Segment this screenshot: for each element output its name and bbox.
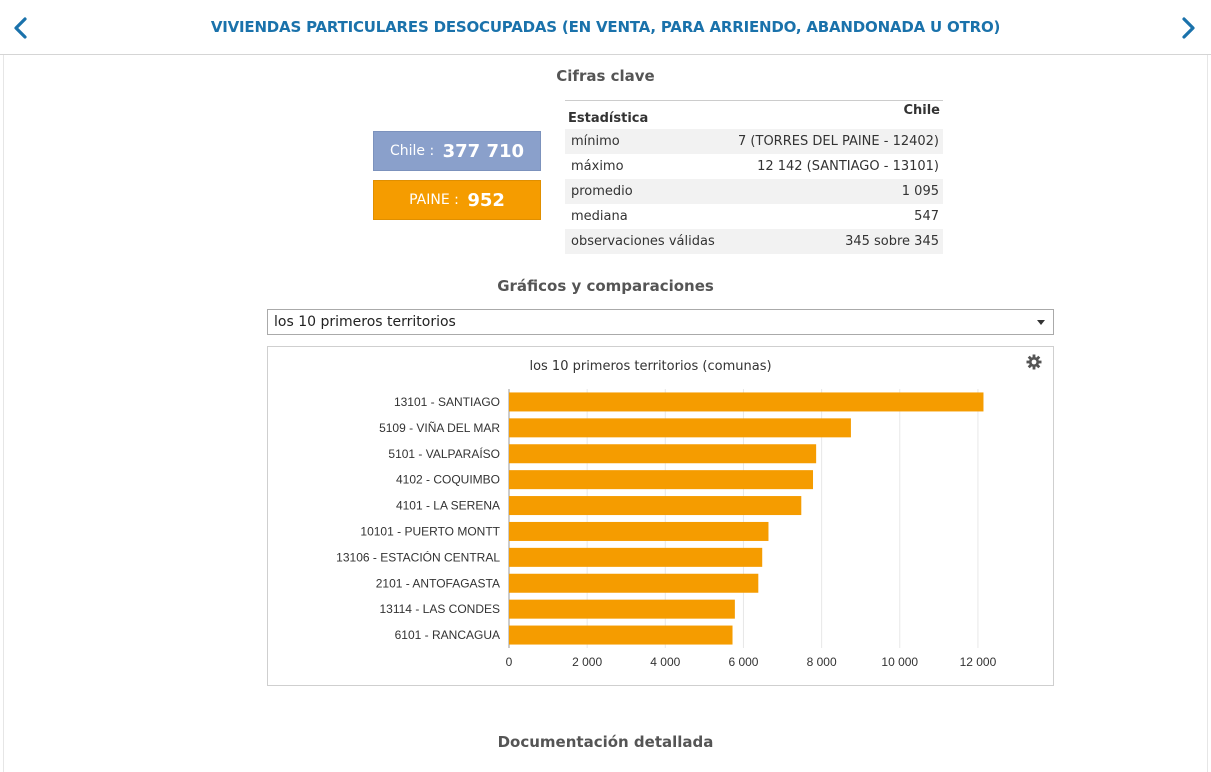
- category-label: 4102 - COQUIMBO: [396, 473, 500, 487]
- stats-value: 7 (TORRES DEL PAINE - 12402): [725, 129, 943, 154]
- territory-select-value: los 10 primeros territorios: [274, 314, 456, 330]
- caret-down-icon: [1037, 320, 1045, 325]
- stats-value: 547: [914, 209, 939, 224]
- stats-label: mediana: [571, 209, 628, 224]
- key-figures-title: Cifras clave: [556, 67, 655, 85]
- territory-select[interactable]: los 10 primeros territorios: [267, 309, 1054, 335]
- stats-table: Estadística Chile mínimo 7 (TORRES DEL P…: [565, 100, 943, 254]
- category-label: 6101 - RANCAGUA: [395, 628, 500, 642]
- stats-row-min: mínimo 7 (TORRES DEL PAINE - 12402): [565, 129, 943, 154]
- bar[interactable]: [509, 625, 733, 645]
- bar[interactable]: [509, 392, 984, 412]
- chevron-left-icon[interactable]: [8, 14, 34, 42]
- category-label: 5109 - VIÑA DEL MAR: [379, 421, 500, 435]
- x-tick-label: 0: [506, 655, 513, 669]
- stats-header-statistic: Estadística: [565, 100, 726, 129]
- x-tick-label: 6 000: [728, 655, 758, 669]
- page-title: VIVIENDAS PARTICULARES DESOCUPADAS (EN V…: [210, 18, 1001, 36]
- bar[interactable]: [509, 418, 851, 438]
- stats-label: promedio: [565, 179, 726, 204]
- paine-label: PAINE: [409, 192, 450, 208]
- stats-row-median: mediana 547: [565, 204, 943, 229]
- bar[interactable]: [509, 470, 814, 490]
- gear-icon[interactable]: [1025, 353, 1043, 371]
- stats-header-chile: Chile: [725, 100, 943, 129]
- x-tick-label: 10 000: [881, 655, 918, 669]
- bar[interactable]: [509, 521, 769, 541]
- stats-value: 1 095: [725, 179, 943, 204]
- chevron-right-icon[interactable]: [1175, 14, 1201, 42]
- bar[interactable]: [509, 599, 735, 619]
- stats-row-mean: promedio 1 095: [565, 179, 943, 204]
- bar[interactable]: [509, 444, 817, 464]
- paine-value-box: PAINE : 952: [373, 180, 541, 220]
- charts-section-title: Gráficos y comparaciones: [497, 277, 714, 295]
- stats-value: 12 142 (SANTIAGO - 13101): [757, 159, 939, 174]
- x-tick-label: 4 000: [650, 655, 680, 669]
- chile-value-box: Chile : 377 710: [373, 131, 541, 171]
- left-border: [3, 55, 4, 772]
- chile-label: Chile: [389, 143, 425, 159]
- chile-value: 377 710: [442, 140, 525, 162]
- chart-title: los 10 primeros territorios (comunas): [529, 359, 772, 374]
- stats-label: máximo: [571, 159, 624, 174]
- x-tick-label: 8 000: [807, 655, 837, 669]
- chile-separator: :: [425, 143, 439, 159]
- stats-label: observaciones válidas: [565, 229, 726, 254]
- x-tick-label: 12 000: [960, 655, 997, 669]
- category-label: 5101 - VALPARAÍSO: [388, 446, 500, 461]
- bar[interactable]: [509, 573, 759, 593]
- stats-row-valid: observaciones válidas 345 sobre 345: [565, 229, 943, 254]
- category-label: 13101 - SANTIAGO: [394, 395, 500, 409]
- chart-panel: los 10 primeros territorios (comunas) 0 2…: [267, 346, 1054, 686]
- documentation-title: Documentación detallada: [497, 733, 714, 751]
- category-label: 13106 - ESTACIÓN CENTRAL: [336, 549, 500, 564]
- paine-value: 952: [467, 189, 505, 211]
- category-label: 13114 - LAS CONDES: [380, 602, 501, 616]
- stats-value: 345 sobre 345: [725, 229, 943, 254]
- x-tick-label: 2 000: [572, 655, 602, 669]
- category-label: 4101 - LA SERENA: [396, 499, 500, 513]
- paine-separator: :: [449, 192, 464, 208]
- stats-row-max: máximo 12 142 (SANTIAGO - 13101): [565, 154, 943, 179]
- right-border: [1207, 55, 1208, 772]
- top-bar: VIVIENDAS PARTICULARES DESOCUPADAS (EN V…: [0, 0, 1211, 55]
- category-label: 2101 - ANTOFAGASTA: [376, 576, 500, 590]
- category-label: 10101 - PUERTO MONTT: [360, 524, 500, 538]
- stats-header-row: Estadística Chile: [565, 100, 943, 129]
- stats-label: mínimo: [565, 129, 726, 154]
- bar[interactable]: [509, 496, 802, 516]
- bar[interactable]: [509, 547, 763, 567]
- bar-chart: 0 2 000 4 000 6 000 8 000 10 000 12 000 13101 -…: [336, 389, 997, 669]
